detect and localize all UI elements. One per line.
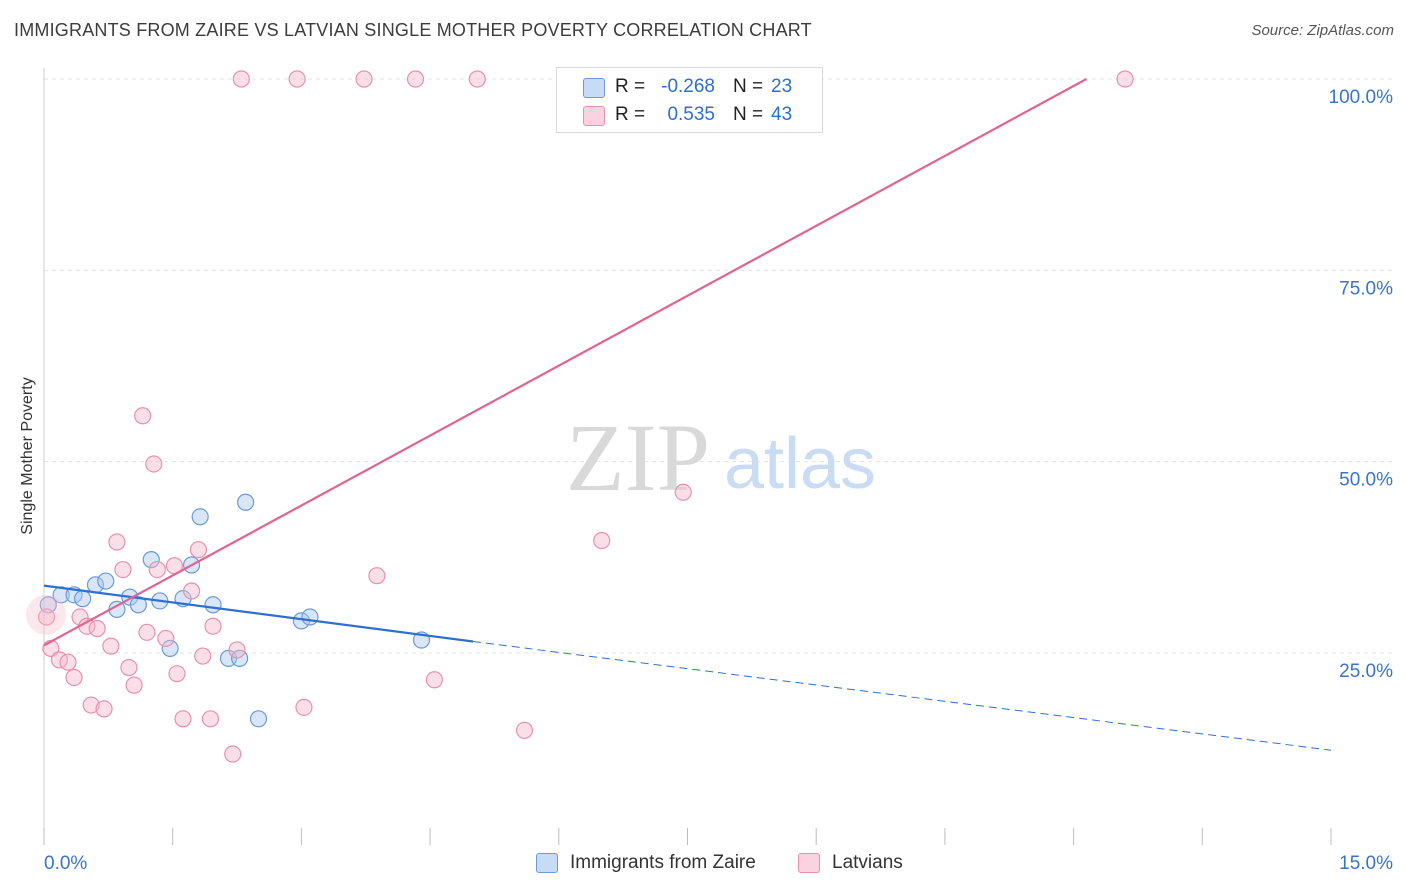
point-latvian [114,560,132,579]
point-latvian [224,745,242,763]
point-latvian [157,629,175,648]
point-latvian [355,70,373,88]
point-latvian [288,70,306,88]
point-latvian [189,541,208,559]
watermark: ZIP atlas [566,404,876,511]
point-latvian [125,676,143,694]
legend-label-latvians: Latvians [832,852,903,873]
point-latvian [1116,70,1134,88]
legend-label-zaire: Immigrants from Zaire [570,852,756,873]
point-zaire [129,596,147,614]
chart-title: IMMIGRANTS FROM ZAIRE VS LATVIAN SINGLE … [14,20,812,40]
point-latvian [228,641,246,659]
point-latvian [102,637,120,655]
tick-labels: 100.0% 75.0% 50.0% 25.0% 0.0% 15.0% [44,87,1393,874]
point-latvian [59,653,77,671]
y-tick-label: 100.0% [1329,87,1394,108]
stats-swatch-zaire [583,78,605,98]
point-zaire [142,551,160,569]
r-label: R = [615,104,646,125]
point-latvian [108,533,126,551]
legend-swatch-latvians [798,853,820,873]
point-latvian [88,619,106,638]
n-label: N = [733,104,764,125]
trend-line-zaire-extrapolated [472,641,1332,751]
point-latvian [232,70,250,88]
stats-box: R = -0.268 N = 23 R = 0.535 N = 43 [556,67,823,133]
point-latvian [82,696,100,714]
point-latvian [201,710,220,728]
point-latvian-large [26,594,66,635]
point-latvian [182,582,201,600]
legend: Immigrants from Zaire Latvians [0,852,1406,878]
r-value: -0.268 [661,76,715,97]
point-latvian [425,671,443,689]
data-points [26,70,1134,763]
trend-lines [43,78,1332,751]
point-zaire [237,493,255,511]
point-zaire [191,508,209,526]
point-latvian [295,698,313,716]
point-latvian [138,623,156,641]
trend-line-latvians [43,78,1087,647]
point-latvian [515,721,534,739]
r-value: 0.535 [667,104,715,125]
point-latvian [148,560,166,579]
source-label: Source: ZipAtlas.com [1251,22,1394,39]
point-latvian [194,647,212,665]
point-zaire [249,710,268,728]
watermark-atlas: atlas [724,424,876,504]
y-tick-label: 50.0% [1339,470,1393,491]
point-latvian [37,608,56,626]
point-zaire [74,590,92,608]
legend-item-zaire[interactable]: Immigrants from Zaire [536,852,756,874]
n-label: N = [733,76,764,97]
point-latvian [674,483,692,501]
point-latvian [134,407,152,425]
n-value: 43 [771,104,793,125]
axes [43,68,1332,845]
point-zaire [204,596,222,614]
point-zaire [161,639,179,658]
stats-swatch-latvians [583,106,605,126]
point-latvian [145,455,163,473]
x-tick-label: 0.0% [44,853,87,874]
y-tick-label: 25.0% [1339,661,1393,682]
point-latvian [593,531,611,550]
r-label: R = [615,76,646,97]
legend-swatch-zaire [536,853,558,873]
gridlines [44,78,1392,654]
x-tick-label: 15.0% [1339,853,1393,874]
y-tick-label: 75.0% [1339,278,1393,299]
watermark-zip: ZIP [566,404,710,511]
point-latvian [174,710,192,728]
point-latvian [95,700,113,718]
point-latvian [468,70,486,88]
point-latvian [120,658,138,677]
point-zaire [97,572,115,590]
point-latvian [368,567,386,585]
trend-line-zaire [43,584,474,643]
n-value: 23 [771,76,793,97]
point-latvian [406,70,425,88]
stats-row-latvians: R = 0.535 N = 43 [557,101,822,129]
legend-item-latvians[interactable]: Latvians [798,852,903,874]
stats-row-zaire: R = -0.268 N = 23 [557,73,822,101]
point-latvian [65,668,83,687]
point-latvian [168,665,186,683]
point-zaire [301,608,319,626]
point-latvian [204,617,222,635]
